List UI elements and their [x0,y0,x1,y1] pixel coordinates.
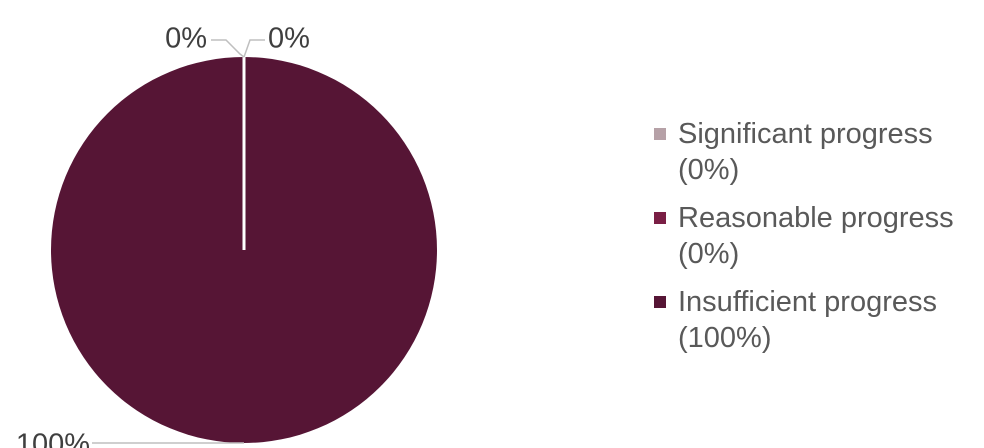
data-label-insufficient-progress: 100% [16,429,90,448]
legend-swatch-significant-progress [654,128,666,140]
leader-line-reasonable-progress [243,39,265,58]
leader-line-significant-progress [211,39,245,58]
chart-legend: Significant progress (0%) Reasonable pro… [652,116,982,368]
legend-swatch-reasonable-progress [654,212,666,224]
legend-label: Significant progress [678,118,933,150]
legend-percent: (0%) [678,238,740,270]
data-label-significant-progress: 0% [165,23,207,55]
legend-item-reasonable-progress: Reasonable progress (0%) [652,200,982,272]
legend-item-significant-progress: Significant progress (0%) [652,116,982,188]
data-label-reasonable-progress: 0% [268,23,310,55]
legend-item-insufficient-progress: Insufficient progress (100%) [652,284,982,356]
legend-label: Insufficient progress [678,286,937,318]
legend-label: Reasonable progress [678,202,954,234]
legend-percent: (100%) [678,322,772,354]
legend-percent: (0%) [678,154,740,186]
legend-swatch-insufficient-progress [654,296,666,308]
